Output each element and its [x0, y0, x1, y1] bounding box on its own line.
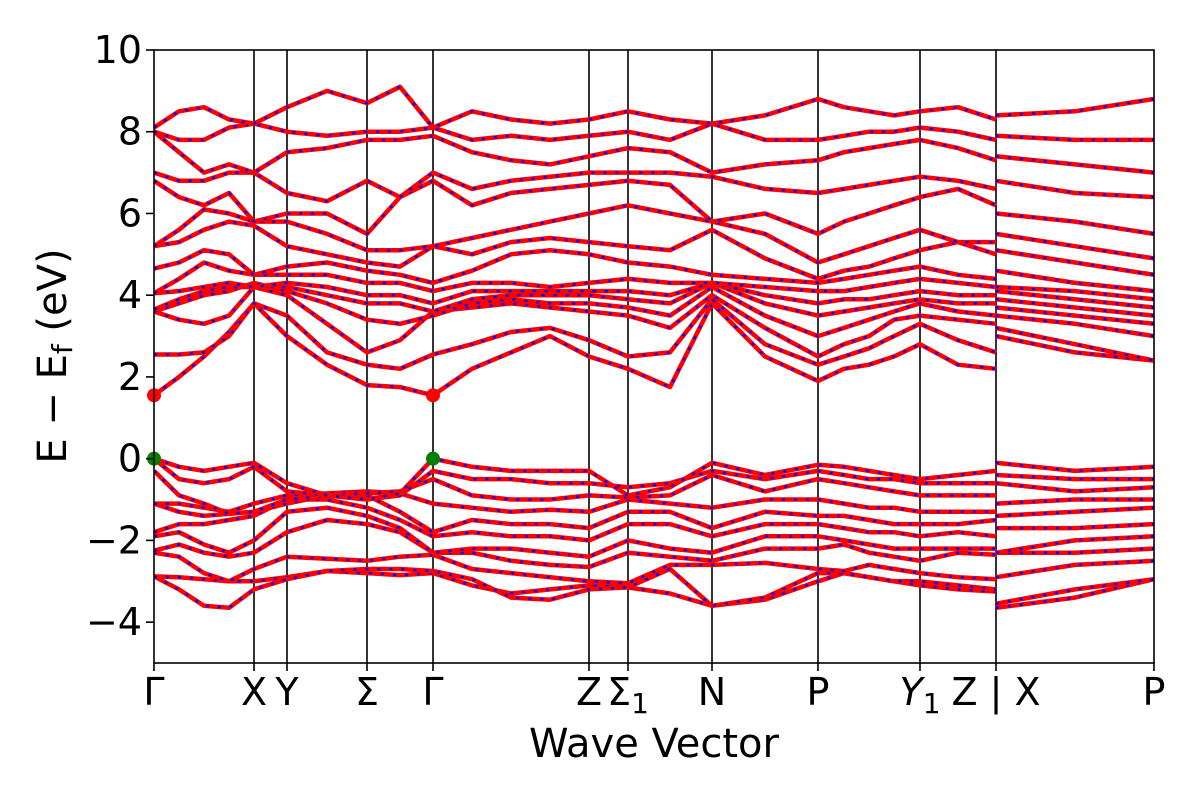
- band-10-seg-1-blue: [995, 461, 1154, 473]
- band-16-seg-1-blue: [995, 289, 1154, 309]
- band-11-seg-1-blue: [995, 334, 1154, 362]
- band-7-seg-1-blue: [995, 498, 1154, 505]
- band-7-seg-0-red: [154, 489, 996, 515]
- x-tick-label-3: Σ: [355, 670, 379, 714]
- band-18-seg-0-red: [154, 247, 997, 286]
- band-5-seg-1-blue: [996, 522, 1154, 530]
- x-tick-label-8: P: [807, 670, 830, 714]
- band-12-seg-1-blue: [995, 326, 1154, 362]
- band-14-seg-1-blue: [995, 306, 1154, 326]
- band-13-seg-0-blue: [154, 285, 997, 358]
- band-15-seg-1-blue: [995, 298, 1154, 317]
- x-tick-label-9: Y1: [899, 670, 940, 720]
- band-25-seg-1-blue: [995, 97, 1154, 117]
- y-tick-label-7: 10: [94, 28, 142, 72]
- x-tick-label-6: Σ1: [607, 670, 649, 720]
- y-axis-label-subscript: f: [46, 343, 79, 354]
- y-tick-label-6: 8: [118, 110, 142, 154]
- band-25-seg-0-blue: [154, 85, 997, 130]
- band-18-seg-1-blue: [995, 269, 1154, 293]
- band-1-seg-1-blue: [995, 577, 1154, 605]
- edge-marker-1: [426, 388, 440, 403]
- band-15-seg-0-blue: [154, 281, 996, 317]
- x-tick-label-10: Z | X: [951, 670, 1040, 715]
- y-axis-label-main: E − E: [30, 354, 76, 464]
- band-13-seg-1-blue: [995, 314, 1154, 338]
- bands-group: [154, 84, 1154, 611]
- y-axis-label-unit: (eV): [30, 248, 76, 344]
- edge-marker-3: [426, 451, 440, 466]
- band-9-seg-1-blue: [995, 473, 1154, 481]
- x-tick-label-2: Y: [274, 670, 299, 714]
- band-19-seg-1-blue: [995, 248, 1154, 277]
- x-tick-label-0: Γ: [143, 670, 164, 714]
- x-tick-label-4: Γ: [422, 670, 443, 714]
- y-axis-label: E − Ef (eV): [30, 248, 79, 463]
- y-tick-label-5: 6: [118, 191, 142, 235]
- band-0-seg-1-blue: [995, 577, 1154, 610]
- y-tick-label-1: −2: [86, 518, 142, 562]
- x-axis-label: Wave Vector: [529, 721, 780, 767]
- band-5-seg-0-blue: [154, 498, 997, 542]
- band-21-seg-0-blue: [154, 179, 997, 236]
- band-4-seg-1-blue: [995, 535, 1154, 554]
- band-10-seg-0-blue: [154, 457, 997, 501]
- band-8-seg-0-blue: [154, 470, 996, 516]
- band-6-seg-1-blue: [995, 506, 1154, 518]
- band-23-seg-1-blue: [995, 155, 1154, 174]
- band-3-seg-1-blue: [996, 547, 1154, 554]
- band-22-seg-1-blue: [995, 179, 1154, 199]
- x-tick-label-12: P: [1143, 670, 1166, 714]
- y-tick-label-2: 0: [118, 437, 142, 481]
- band-1-seg-0-red: [154, 566, 997, 611]
- band-2-seg-0-blue: [154, 551, 997, 585]
- band-8-seg-1-blue: [995, 481, 1154, 493]
- x-tick-label-7: N: [698, 670, 726, 714]
- x-tick-label-1: X: [241, 670, 267, 714]
- band-3-seg-0-red: [154, 517, 997, 570]
- y-axis-ticks: −4 −2 0 2 4 6 8 10: [86, 28, 154, 644]
- x-tick-label-5: Z: [576, 670, 602, 714]
- band-24-seg-1-blue: [995, 134, 1154, 142]
- band-9-seg-0-blue: [154, 457, 996, 501]
- y-tick-label-3: 2: [118, 355, 142, 399]
- band-4-seg-0-red: [154, 505, 996, 559]
- y-tick-label-4: 4: [118, 273, 142, 317]
- band-19-seg-0-red: [154, 219, 997, 282]
- band-23-seg-0-red: [154, 129, 997, 175]
- band-17-seg-1-blue: [995, 285, 1154, 301]
- band-16-seg-0-red: [154, 280, 996, 306]
- plot-frame: [153, 49, 1155, 664]
- band-2-seg-1-blue: [995, 559, 1154, 579]
- band-14-seg-0-blue: [154, 281, 997, 338]
- y-tick-label-0: −4: [86, 600, 142, 644]
- band-12-seg-0-blue: [154, 297, 997, 371]
- band-21-seg-1-blue: [995, 212, 1154, 236]
- band-20-seg-1-blue: [995, 232, 1154, 260]
